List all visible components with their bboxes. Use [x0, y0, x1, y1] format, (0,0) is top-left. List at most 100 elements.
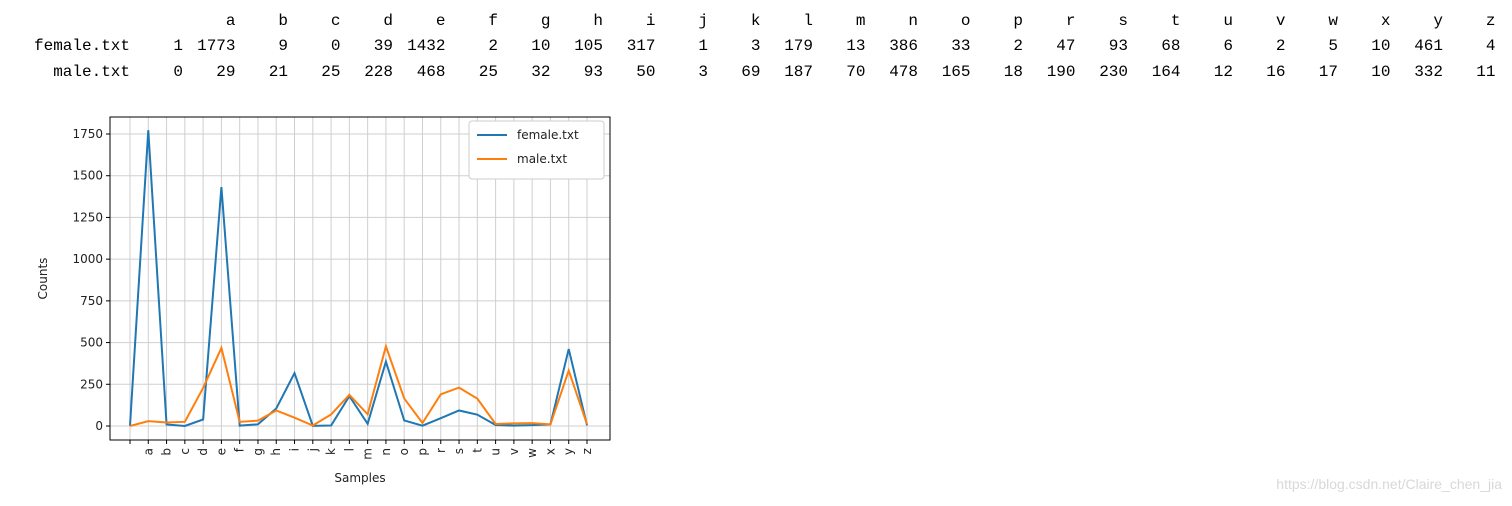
x-tick-label: k	[324, 448, 338, 455]
x-tick-label: d	[196, 448, 210, 456]
x-tick-label: u	[489, 448, 503, 456]
cell: 93	[1108, 37, 1128, 55]
line-series	[129, 342, 588, 427]
cell: 69	[741, 63, 761, 81]
y-tick-label: 500	[80, 336, 103, 350]
cell: 10	[1371, 37, 1391, 55]
column-header: o	[960, 12, 971, 30]
column-header: r	[1065, 12, 1076, 30]
y-tick-label: 1500	[72, 169, 103, 183]
cell: 386	[889, 37, 918, 55]
cell: 4	[1485, 37, 1496, 55]
cell: 1773	[197, 37, 236, 55]
cell: 93	[583, 63, 603, 81]
legend-label: male.txt	[517, 152, 567, 166]
x-tick-label: w	[525, 448, 539, 458]
x-tick-label: j	[306, 448, 320, 452]
cell: 6	[1223, 37, 1233, 55]
x-tick-label: p	[415, 448, 429, 456]
x-tick-label: n	[379, 448, 393, 456]
x-tick-label: y	[562, 448, 576, 455]
x-tick-label: z	[580, 448, 594, 454]
cell: 3	[750, 37, 761, 55]
column-header: t	[1170, 12, 1181, 30]
cell: 18	[1003, 63, 1023, 81]
cell: 0	[330, 37, 341, 55]
x-tick-label: l	[342, 448, 356, 451]
column-header: w	[1328, 12, 1338, 30]
x-tick-label: i	[288, 448, 302, 451]
cell: 1	[173, 37, 183, 55]
cell: 50	[636, 63, 656, 81]
cell: 10	[1371, 63, 1391, 81]
x-tick-label: e	[214, 448, 228, 455]
column-header: h	[593, 12, 603, 30]
cell: 187	[784, 63, 813, 81]
x-tick-label: f	[233, 447, 247, 452]
cell: 21	[268, 63, 288, 81]
x-tick-label: t	[470, 448, 484, 453]
watermark: https://blog.csdn.net/Claire_chen_jia	[1276, 476, 1502, 492]
row-label: female.txt	[33, 37, 130, 55]
column-header: s	[1118, 12, 1128, 30]
cell: 12	[1213, 63, 1233, 81]
cell: 478	[889, 63, 918, 81]
cell: 190	[1046, 63, 1076, 81]
y-tick-label: 750	[80, 294, 103, 308]
x-tick-label: x	[543, 448, 557, 455]
x-axis-label: Samples	[334, 471, 385, 485]
cell: 3	[698, 63, 708, 81]
column-header: k	[750, 12, 761, 30]
cell: 39	[373, 37, 393, 55]
y-tick-label: 250	[80, 377, 103, 391]
x-tick-label: s	[452, 448, 466, 454]
column-header: i	[645, 12, 656, 30]
column-header: e	[435, 12, 446, 30]
column-header: b	[278, 12, 288, 30]
cell: 68	[1161, 37, 1181, 55]
cell: 1	[698, 37, 708, 55]
column-header: y	[1433, 12, 1443, 30]
column-header: v	[1275, 12, 1286, 30]
x-tick-label: g	[251, 448, 265, 456]
cell: 33	[951, 37, 971, 55]
x-tick-label: v	[507, 448, 521, 455]
cell: 228	[364, 63, 393, 81]
row-label: male.txt	[53, 63, 130, 81]
column-header: p	[1013, 12, 1023, 30]
cell: 25	[478, 63, 498, 81]
y-tick-label: 1750	[72, 127, 103, 141]
y-axis-label: Counts	[36, 258, 50, 300]
column-header: m	[855, 12, 866, 30]
cell: 317	[626, 37, 656, 55]
legend-label: female.txt	[517, 128, 579, 142]
cell: 468	[416, 63, 446, 81]
cell: 230	[1099, 63, 1128, 81]
x-tick-label: h	[269, 448, 283, 456]
cell: 16	[1266, 63, 1286, 81]
x-tick-label: c	[178, 448, 192, 455]
cell: 32	[531, 63, 551, 81]
cell: 105	[574, 37, 603, 55]
cell: 164	[1151, 63, 1181, 81]
y-tick-label: 1000	[72, 252, 103, 266]
column-header: x	[1380, 12, 1391, 30]
cell: 11	[1476, 63, 1496, 81]
column-header: u	[1223, 12, 1233, 30]
chart: 0 250 500 750 1000 1250 1500 1750 a b c d e f g h i j k l m n…	[36, 116, 611, 485]
cell: 70	[846, 63, 866, 81]
y-tick-label: 1250	[72, 210, 103, 224]
cell: 165	[941, 63, 971, 81]
cell: 0	[173, 63, 183, 81]
cell: 2	[488, 37, 498, 55]
x-tick-label: m	[361, 448, 375, 460]
cell: 9	[278, 37, 288, 55]
cell: 29	[216, 63, 236, 81]
cell: 13	[846, 37, 866, 55]
x-tick-label: a	[141, 448, 155, 455]
cell: 25	[321, 63, 341, 81]
cell: 10	[531, 37, 551, 55]
x-tick-label: o	[397, 448, 411, 455]
cell: 47	[1056, 37, 1076, 55]
